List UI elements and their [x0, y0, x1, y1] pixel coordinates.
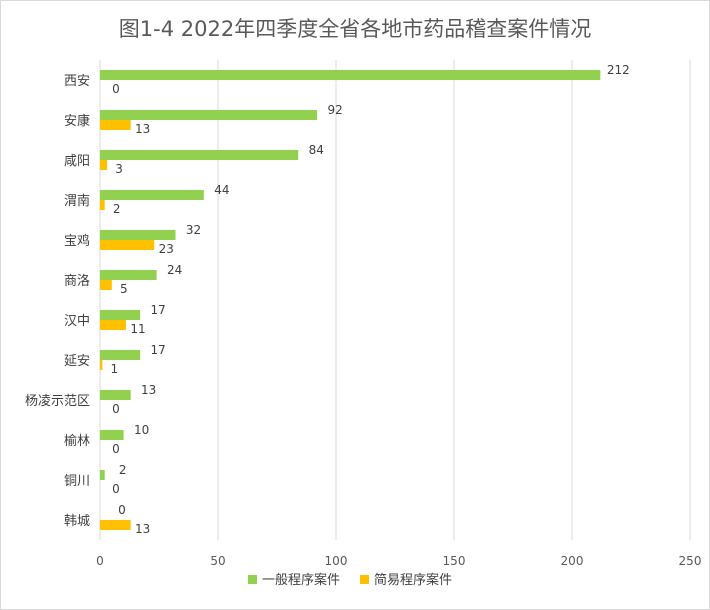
- bar-simple: [100, 240, 155, 250]
- legend-label: 简易程序案件: [374, 572, 452, 588]
- category-label: 宝鸡: [64, 233, 90, 249]
- bar-general: [100, 390, 131, 400]
- bar-simple: [100, 120, 131, 130]
- x-tick-label: 0: [96, 554, 104, 568]
- data-label: 2: [119, 463, 127, 477]
- data-label: 0: [112, 402, 120, 416]
- data-label: 3: [115, 162, 123, 176]
- bar-general: [100, 110, 318, 120]
- data-label: 1: [111, 362, 119, 376]
- bar-simple: [100, 520, 131, 530]
- x-tick-label: 100: [325, 554, 348, 568]
- data-label: 13: [135, 122, 150, 136]
- legend-swatch: [248, 575, 257, 584]
- data-label: 13: [135, 522, 150, 536]
- data-label: 23: [159, 242, 174, 256]
- category-label: 安康: [64, 113, 90, 129]
- category-label: 铜川: [64, 474, 90, 489]
- category-label: 渭南: [64, 193, 90, 209]
- x-tick-label: 150: [443, 554, 466, 568]
- category-label: 西安: [64, 74, 90, 89]
- data-label: 0: [112, 482, 120, 496]
- bar-general: [100, 310, 141, 320]
- data-label: 10: [134, 423, 149, 437]
- category-label: 商洛: [64, 274, 90, 289]
- data-label: 0: [118, 503, 126, 517]
- bar-general: [100, 150, 299, 160]
- bar-simple: [100, 200, 105, 210]
- data-label: 17: [150, 303, 165, 317]
- data-label: 13: [141, 383, 156, 397]
- bar-general: [100, 470, 105, 480]
- bar-general: [100, 70, 601, 80]
- bar-simple: [100, 160, 108, 170]
- category-label: 延安: [64, 354, 90, 369]
- bar-simple: [100, 320, 126, 330]
- legend-swatch: [360, 575, 369, 584]
- data-label: 24: [167, 263, 182, 277]
- data-label: 212: [607, 63, 630, 77]
- category-label: 杨凌示范区: [25, 394, 90, 409]
- data-label: 2: [113, 202, 121, 216]
- category-label: 咸阳: [64, 154, 90, 169]
- data-label: 84: [309, 143, 324, 157]
- bar-general: [100, 350, 141, 360]
- data-label: 32: [186, 223, 201, 237]
- category-label: 韩城: [64, 514, 90, 529]
- data-label: 17: [150, 343, 165, 357]
- bar-general: [100, 270, 157, 280]
- bar-general: [100, 230, 176, 240]
- data-label: 92: [327, 103, 342, 117]
- x-tick-label: 250: [679, 554, 702, 568]
- x-tick-label: 50: [210, 554, 225, 568]
- category-label: 汉中: [64, 314, 90, 329]
- bar-simple: [100, 360, 103, 370]
- data-label: 44: [214, 183, 229, 197]
- bar-general: [100, 430, 124, 440]
- bar-general: [100, 190, 204, 200]
- data-label: 0: [112, 82, 120, 96]
- legend-label: 一般程序案件: [262, 572, 340, 588]
- bar-simple: [100, 280, 112, 290]
- data-label: 11: [130, 322, 145, 336]
- category-label: 榆林: [64, 434, 90, 449]
- data-label: 0: [112, 442, 120, 456]
- x-tick-label: 200: [561, 554, 584, 568]
- data-label: 5: [120, 282, 128, 296]
- chart-title: 图1-4 2022年四季度全省各地市药品稽查案件情况: [119, 17, 591, 41]
